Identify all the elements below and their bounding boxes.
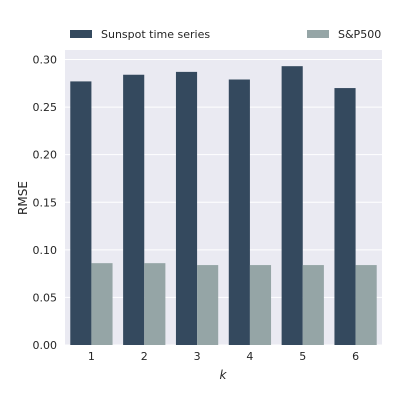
bar-sp500-3 xyxy=(197,265,219,345)
bar-sunspot-6 xyxy=(334,88,356,345)
bars xyxy=(70,66,377,346)
grid-lines xyxy=(65,59,382,346)
bar-sp500-5 xyxy=(302,265,324,345)
bar-sunspot-2 xyxy=(123,74,145,345)
y-tick-label: 0.15 xyxy=(33,196,58,209)
legend-swatch xyxy=(70,30,92,38)
x-tick-label: 5 xyxy=(299,350,306,363)
legend-swatch xyxy=(307,30,329,38)
legend: Sunspot time series S&P500 xyxy=(70,28,381,41)
legend-label: Sunspot time series xyxy=(101,28,210,41)
y-tick-label: 0.05 xyxy=(33,291,58,304)
bar-sp500-1 xyxy=(91,263,113,345)
y-tick-label: 0.00 xyxy=(33,339,58,352)
x-axis-ticks: 1 2 3 4 5 6 xyxy=(88,350,359,363)
y-tick-label: 0.30 xyxy=(33,54,58,67)
x-tick-label: 3 xyxy=(194,350,201,363)
legend-label: S&P500 xyxy=(338,28,381,41)
y-axis-label: RMSE xyxy=(16,181,30,215)
plot-area xyxy=(65,50,382,345)
y-axis-ticks: 0.00 0.05 0.10 0.15 0.20 0.25 0.30 xyxy=(33,54,58,352)
y-tick-label: 0.20 xyxy=(33,149,58,162)
x-axis-label: k xyxy=(220,368,228,382)
x-tick-label: 6 xyxy=(352,350,359,363)
y-tick-label: 0.10 xyxy=(33,244,58,257)
bar-sunspot-4 xyxy=(228,79,250,345)
bar-sunspot-3 xyxy=(175,71,198,346)
bar-sp500-6 xyxy=(355,265,377,345)
x-tick-label: 4 xyxy=(246,350,253,363)
bar-sp500-2 xyxy=(144,263,166,345)
x-tick-label: 1 xyxy=(88,350,95,363)
bar-sp500-4 xyxy=(249,265,272,345)
x-tick-label: 2 xyxy=(141,350,148,363)
bar-sunspot-5 xyxy=(281,66,303,345)
y-tick-label: 0.25 xyxy=(33,101,58,114)
bar-sunspot-1 xyxy=(70,81,92,345)
